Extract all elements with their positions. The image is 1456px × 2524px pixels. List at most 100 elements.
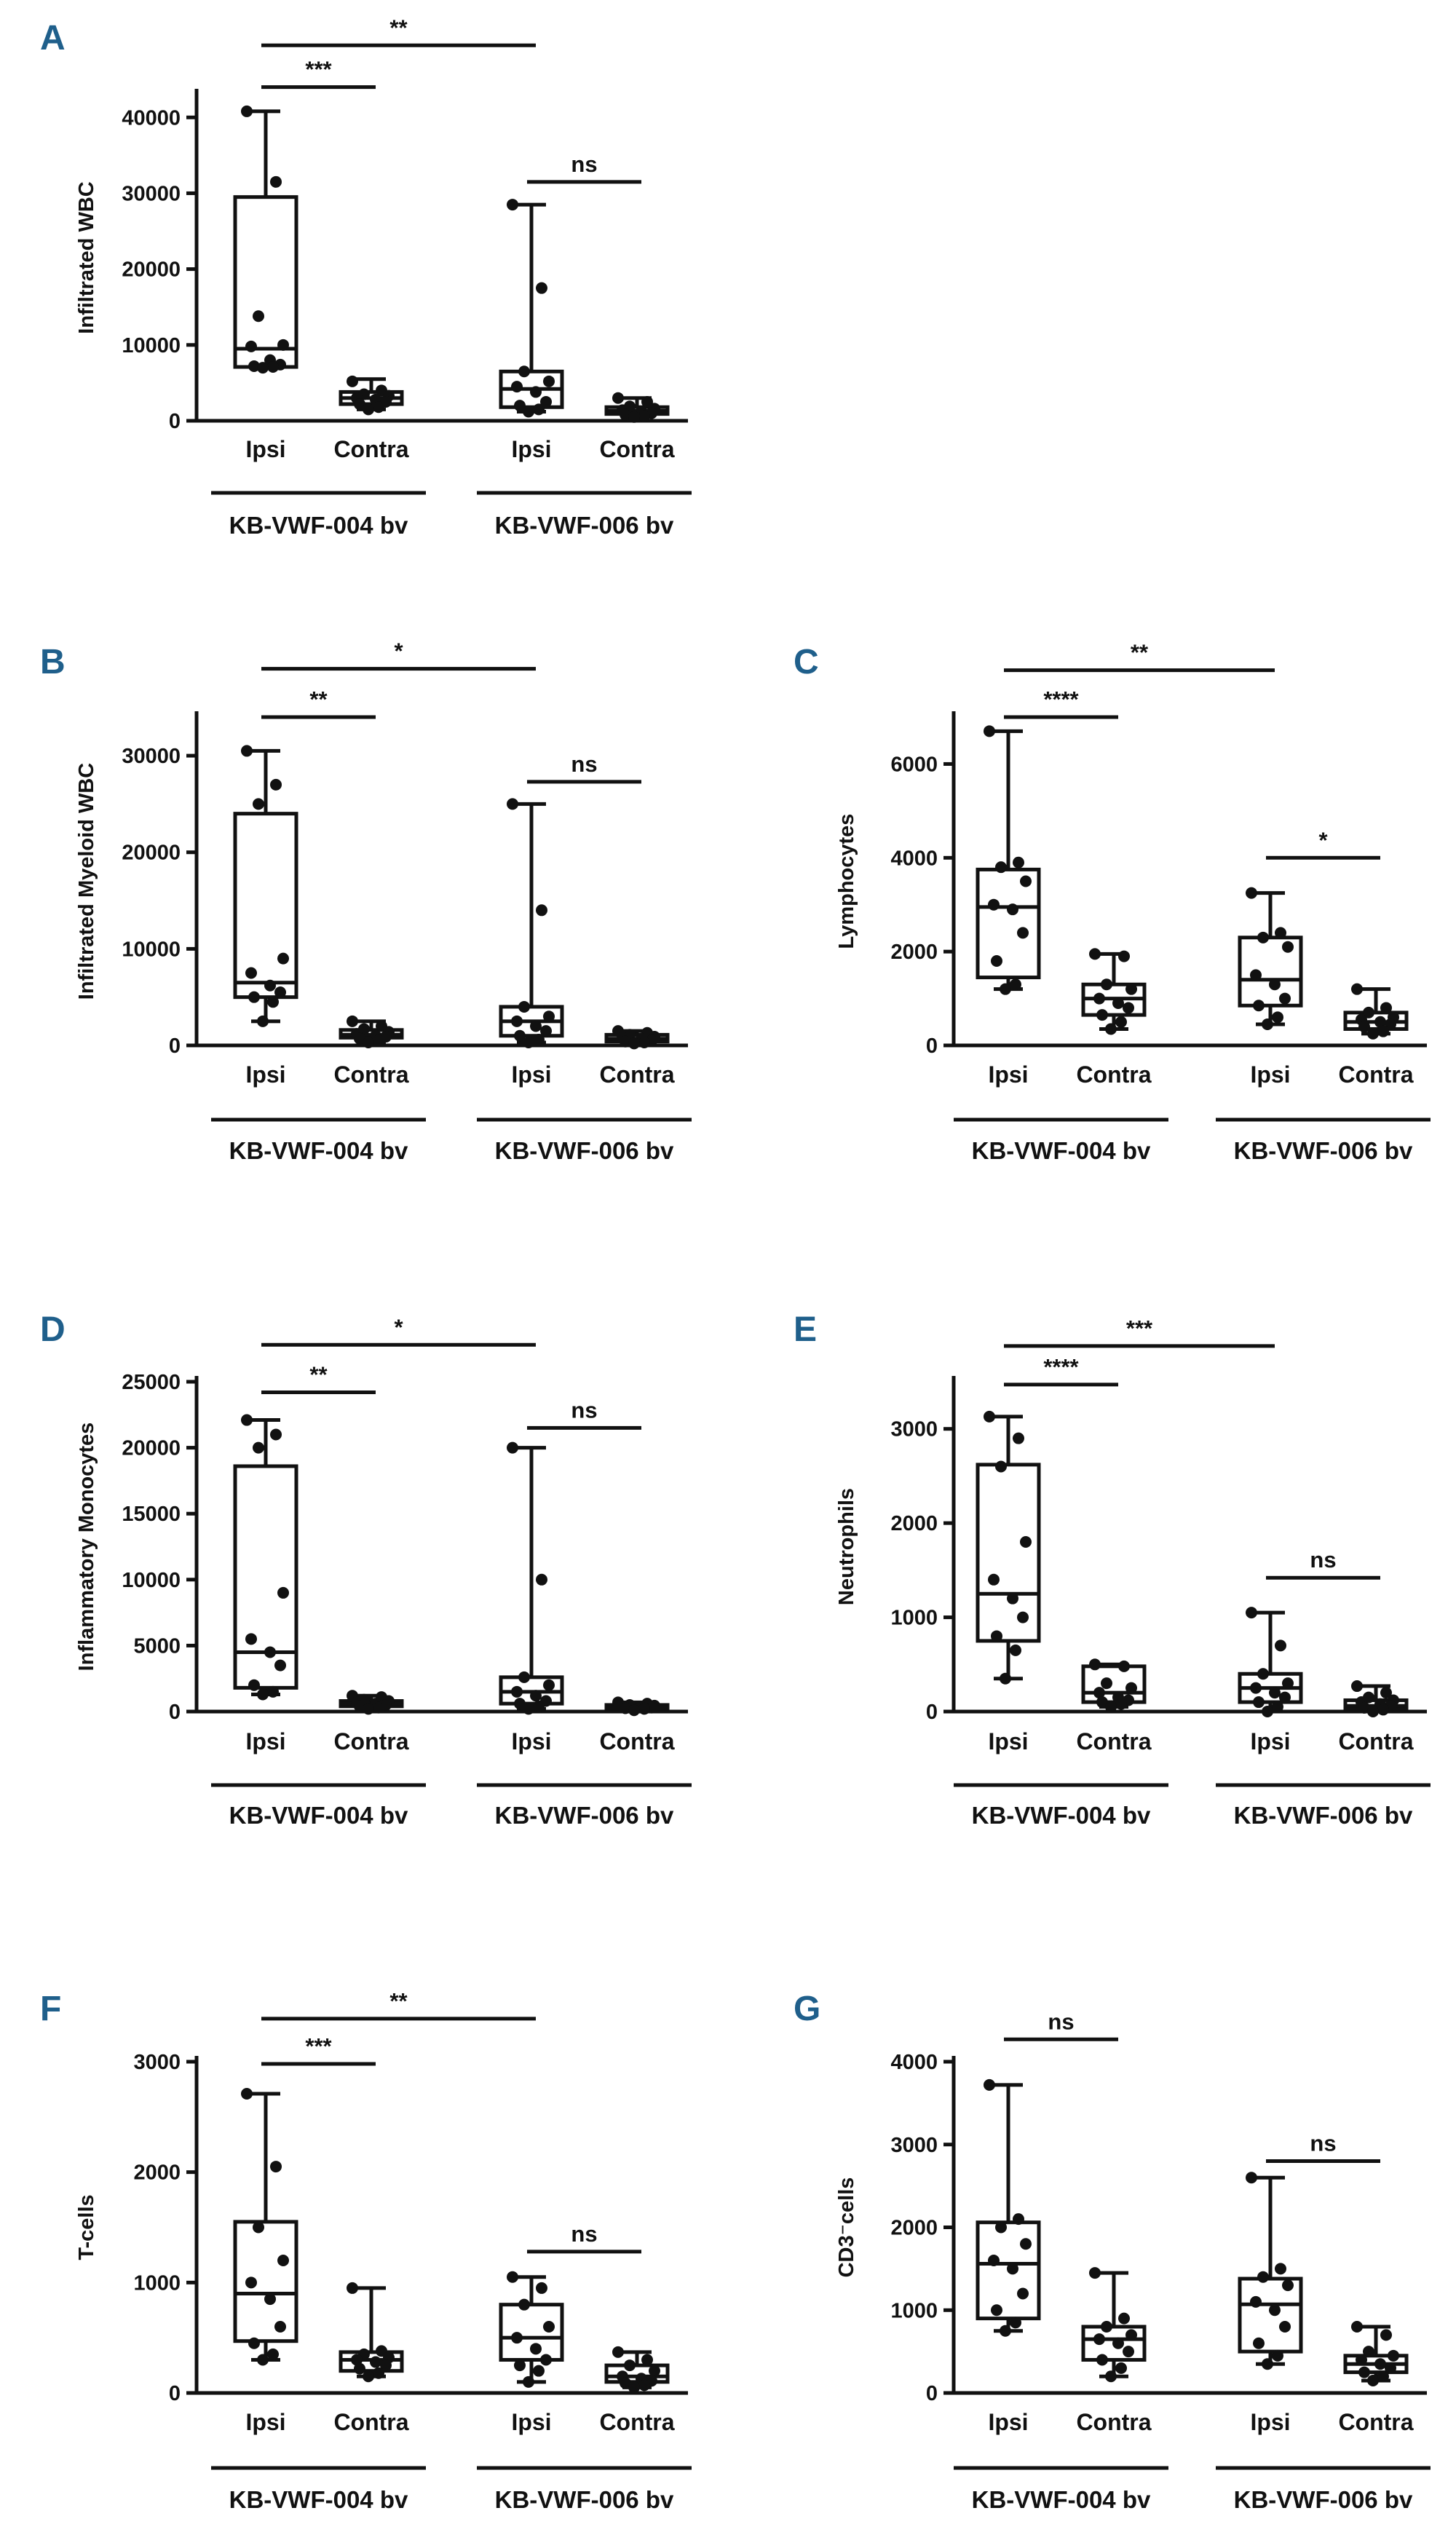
x-category-label-g-1: Contra — [1076, 2409, 1151, 2435]
data-point-b-3-8 — [638, 1037, 650, 1049]
data-point-d-0-1 — [270, 1428, 282, 1441]
significance-label-b-2: ns — [571, 751, 597, 777]
x-category-label-f-3: Contra — [599, 2409, 674, 2435]
significance-label-f-1: ** — [389, 1988, 408, 2014]
data-point-c-3-6 — [1385, 1018, 1396, 1031]
data-point-c-0-7 — [991, 955, 1002, 968]
data-point-g-2-5 — [1269, 2304, 1281, 2317]
x-category-label-d-1: Contra — [333, 1728, 408, 1754]
data-point-c-1-9 — [1105, 1023, 1117, 1035]
data-point-g-0-0 — [984, 2078, 995, 2091]
data-point-b-0-6 — [274, 986, 286, 999]
data-point-c-1-5 — [1112, 997, 1124, 1010]
data-point-g-0-2 — [995, 2221, 1007, 2234]
y-tick-label-c-2: 4000 — [890, 847, 938, 870]
box-g-0 — [976, 2220, 1041, 2321]
data-point-c-3-7 — [1358, 1021, 1370, 1033]
data-point-g-0-6 — [1017, 2287, 1029, 2300]
data-point-d-2-7 — [514, 1698, 526, 1710]
group-label-g-0: KB-VWF-004 bv — [972, 2486, 1151, 2513]
y-tick-label-f-3: 3000 — [133, 2051, 181, 2074]
panel-letter-f: F — [40, 1990, 61, 2028]
y-tick-label-a-4: 40000 — [122, 106, 181, 130]
data-point-f-0-1 — [270, 2161, 282, 2173]
data-point-e-0-7 — [991, 1630, 1002, 1642]
y-tick-label-c-0: 0 — [926, 1034, 938, 1058]
data-point-a-2-9 — [523, 405, 534, 418]
box-c-2 — [1238, 935, 1303, 1008]
data-point-f-2-7 — [514, 2359, 526, 2372]
data-point-a-2-2 — [518, 365, 530, 378]
data-point-d-3-8 — [638, 1703, 650, 1715]
data-point-f-1-0 — [347, 2282, 358, 2294]
data-point-c-1-7 — [1096, 1009, 1108, 1021]
data-point-c-3-1 — [1380, 1002, 1392, 1014]
significance-label-a-1: ** — [389, 15, 408, 40]
box-f-0 — [233, 2220, 298, 2343]
x-category-label-e-0: Ipsi — [988, 1728, 1028, 1754]
data-point-a-1-8 — [373, 401, 384, 414]
data-point-f-0-7 — [248, 2337, 260, 2349]
y-tick-label-b-0: 0 — [169, 1034, 181, 1058]
significance-label-f-2: ns — [571, 2221, 597, 2247]
x-category-label-g-2: Ipsi — [1250, 2409, 1290, 2435]
data-point-c-3-0 — [1351, 983, 1363, 995]
data-point-g-2-6 — [1279, 2321, 1291, 2333]
data-point-f-2-6 — [540, 2354, 552, 2366]
data-point-d-3-9 — [628, 1704, 640, 1717]
data-point-b-2-1 — [536, 904, 547, 917]
data-point-g-3-2 — [1363, 2346, 1374, 2358]
data-point-d-0-9 — [257, 1688, 269, 1701]
data-point-a-3-1 — [641, 395, 653, 408]
data-point-b-1-9 — [363, 1037, 374, 1049]
y-tick-label-d-3: 15000 — [122, 1503, 181, 1526]
y-tick-label-a-0: 0 — [169, 410, 181, 433]
data-point-f-2-1 — [536, 2282, 547, 2294]
data-point-e-2-3 — [1282, 1677, 1294, 1690]
data-point-d-0-6 — [274, 1659, 286, 1672]
data-point-g-3-3 — [1388, 2349, 1399, 2362]
data-point-d-2-8 — [533, 1700, 545, 1712]
data-point-a-2-0 — [507, 199, 518, 211]
data-point-d-2-1 — [536, 1573, 547, 1586]
data-point-f-3-8 — [638, 2379, 650, 2392]
data-point-e-0-4 — [988, 1573, 1000, 1586]
data-point-c-0-0 — [984, 725, 995, 737]
data-point-e-3-9 — [1367, 1706, 1379, 1717]
significance-label-d-0: ** — [309, 1361, 328, 1387]
data-point-e-1-4 — [1093, 1687, 1105, 1699]
data-point-b-2-9 — [523, 1037, 534, 1049]
significance-label-d-2: ns — [571, 1397, 597, 1423]
group-label-g-1: KB-VWF-006 bv — [1234, 2486, 1413, 2513]
data-point-b-0-4 — [245, 967, 257, 979]
y-axis-title-c: Lymphocytes — [835, 814, 858, 949]
x-category-label-b-0: Ipsi — [245, 1061, 285, 1088]
data-point-e-2-0 — [1246, 1607, 1257, 1619]
y-tick-label-b-3: 30000 — [122, 745, 181, 768]
data-point-g-3-9 — [1367, 2374, 1379, 2386]
data-point-g-3-6 — [1385, 2362, 1396, 2374]
significance-label-e-0: **** — [1043, 1354, 1079, 1380]
data-point-e-1-7 — [1096, 1696, 1108, 1709]
data-point-c-3-5 — [1374, 1016, 1386, 1028]
y-tick-label-f-1: 1000 — [133, 2271, 181, 2295]
data-point-c-3-2 — [1363, 1006, 1374, 1018]
data-point-a-2-3 — [543, 375, 555, 387]
data-point-f-0-3 — [277, 2255, 289, 2266]
data-point-b-0-9 — [257, 1015, 269, 1027]
data-point-d-0-4 — [245, 1633, 257, 1645]
data-point-a-0-8 — [267, 361, 279, 373]
data-point-g-0-8 — [1010, 2317, 1021, 2329]
y-tick-label-c-1: 2000 — [890, 941, 938, 964]
data-point-d-1-9 — [363, 1703, 374, 1715]
data-point-g-3-1 — [1380, 2329, 1392, 2341]
group-label-b-0: KB-VWF-004 bv — [229, 1137, 408, 1164]
data-point-g-1-2 — [1101, 2321, 1112, 2333]
data-point-e-3-8 — [1377, 1704, 1389, 1716]
panel-letter-b: B — [40, 643, 66, 681]
data-point-b-3-9 — [628, 1037, 640, 1050]
y-tick-label-g-2: 2000 — [890, 2217, 938, 2240]
data-point-g-1-5 — [1112, 2337, 1124, 2349]
box-c-0 — [976, 867, 1041, 980]
data-point-e-0-0 — [984, 1410, 995, 1423]
